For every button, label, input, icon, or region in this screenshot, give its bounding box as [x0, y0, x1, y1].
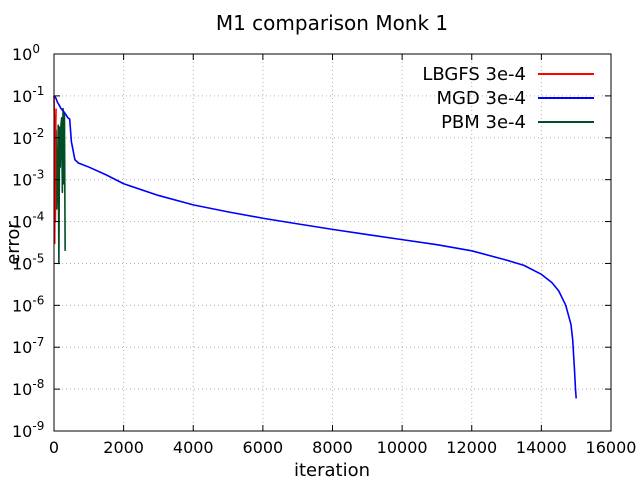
y-tick-base: 10: [12, 296, 32, 315]
x-tick-label: 16000: [586, 438, 637, 457]
y-tick-exponent: -3: [32, 168, 44, 182]
x-tick-label: 8000: [312, 438, 353, 457]
y-axis-label: error: [3, 221, 24, 265]
y-tick-label: 100: [12, 42, 40, 64]
legend-label: LBGFS 3e-4: [422, 64, 526, 85]
y-tick-exponent: -4: [32, 210, 44, 224]
y-tick-base: 10: [12, 45, 32, 64]
y-tick-base: 10: [12, 171, 32, 190]
y-tick-base: 10: [12, 213, 32, 232]
y-tick-label: 10-5: [12, 251, 44, 273]
series-layer: [53, 95, 577, 399]
y-tick-base: 10: [12, 129, 32, 148]
x-tick-label: 4000: [173, 438, 214, 457]
legend-label: PBM 3e-4: [441, 112, 526, 133]
y-tick-label: 10-9: [12, 419, 44, 441]
x-tick-label: 0: [49, 438, 59, 457]
y-tick-exponent: -7: [32, 335, 44, 349]
y-tick-base: 10: [12, 254, 32, 273]
y-tick-label: 10-1: [12, 84, 44, 106]
y-tick-exponent: -8: [32, 377, 44, 391]
chart-title: M1 comparison Monk 1: [216, 11, 448, 35]
grid: [54, 54, 611, 431]
y-tick-base: 10: [12, 422, 32, 441]
y-tick-label: 10-3: [12, 168, 44, 190]
y-tick-label: 10-7: [12, 335, 44, 357]
y-tick-label: 10-8: [12, 377, 44, 399]
ticks: 0 2000 4000 6000 8000 10000 12000 14000 16000100…: [12, 42, 636, 457]
y-tick-exponent: -2: [32, 126, 44, 140]
y-tick-exponent: -5: [32, 251, 44, 265]
x-tick-label: 6000: [243, 438, 284, 457]
y-tick-label: 10-4: [12, 210, 44, 232]
y-tick-exponent: -9: [32, 419, 44, 433]
x-tick-label: 14000: [516, 438, 567, 457]
x-tick-label: 12000: [446, 438, 497, 457]
y-tick-label: 10-6: [12, 293, 44, 315]
series-line-pbm: [53, 107, 66, 265]
legend-label: MGD 3e-4: [436, 88, 526, 109]
x-tick-label: 2000: [103, 438, 144, 457]
y-tick-base: 10: [12, 87, 32, 106]
series-line-mgd: [53, 95, 577, 399]
y-tick-label: 10-2: [12, 126, 44, 148]
y-tick-base: 10: [12, 338, 32, 357]
y-tick-exponent: 0: [32, 42, 40, 56]
y-tick-base: 10: [12, 380, 32, 399]
x-tick-label: 10000: [377, 438, 428, 457]
y-tick-exponent: -1: [32, 84, 44, 98]
legend: LBGFS 3e-4 MGD 3e-4 PBM 3e-4: [422, 64, 594, 133]
x-axis-label: iteration: [294, 460, 370, 480]
y-tick-exponent: -6: [32, 293, 44, 307]
